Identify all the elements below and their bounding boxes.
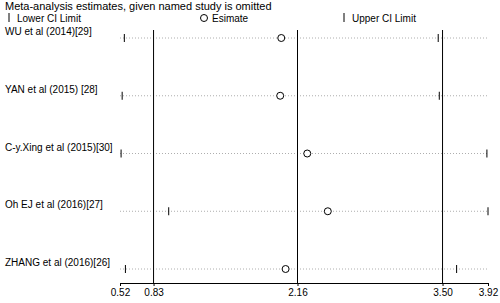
x-tick-label: 3.92 — [479, 287, 499, 298]
legend-item: Lower CI Limit — [9, 13, 81, 24]
ci-limit-marker — [488, 207, 489, 215]
series — [121, 34, 169, 273]
row-guide — [120, 211, 488, 212]
x-tick-mark — [443, 283, 444, 286]
category-label: ZHANG et al (2016)[26] — [5, 257, 110, 268]
x-tick: 0.52 — [111, 283, 131, 298]
x-tick-mark — [298, 283, 299, 286]
legend-item: Upper CI Limit — [344, 13, 416, 24]
ci-limit-marker — [456, 265, 457, 273]
legend-symbol — [201, 15, 208, 22]
x-tick-mark — [488, 283, 489, 286]
legend-label: Lower CI Limit — [17, 13, 81, 24]
x-tick: 2.16 — [288, 283, 308, 298]
reference-line — [442, 30, 443, 283]
reference-line — [297, 30, 298, 283]
ci-limit-marker — [168, 207, 169, 215]
x-axis: 0.52 0.83 2.16 3.50 3.92 — [111, 283, 499, 298]
x-tick: 0.83 — [144, 283, 164, 298]
plot-area: 0.52 0.83 2.16 3.50 3.92 — [111, 30, 499, 298]
reference-line — [153, 30, 154, 283]
chart: Meta-analysis estimates, given named stu… — [0, 0, 500, 303]
x-tick-label: 3.50 — [433, 287, 453, 298]
series — [438, 34, 488, 273]
x-tick: 3.50 — [433, 283, 453, 298]
category-label: C-y.Xing et al (2015)[30] — [5, 142, 113, 153]
x-tick-label: 2.16 — [288, 287, 308, 298]
legend-item: Esimate — [201, 13, 249, 24]
ci-limit-marker — [438, 34, 439, 42]
row-guide — [120, 269, 488, 270]
ci-limit-marker — [125, 265, 126, 273]
estimate-marker — [277, 92, 284, 99]
legend-symbol — [9, 13, 10, 22]
ci-limit-marker — [121, 150, 122, 158]
category-label: YAN et al (2015) [28] — [5, 84, 98, 95]
x-axis-line — [121, 284, 489, 287]
ci-limit-marker — [439, 92, 440, 100]
x-tick: 3.92 — [479, 283, 499, 298]
ci-limit-marker — [124, 34, 125, 42]
legend-label: Upper CI Limit — [352, 13, 416, 24]
legend-label: Esimate — [212, 13, 249, 24]
x-tick-label: 0.83 — [144, 287, 164, 298]
legend-symbol — [344, 13, 345, 22]
estimate-marker — [324, 208, 331, 215]
category-label: Oh EJ et al (2016)[27] — [5, 199, 103, 210]
marks — [121, 34, 488, 273]
x-tick-mark — [120, 283, 121, 286]
estimate-marker — [278, 35, 285, 42]
legend: Lower CI Limit Esimate Upper CI Limit — [9, 13, 416, 24]
row-guide — [120, 95, 488, 96]
estimate-marker — [282, 266, 289, 273]
row-guide — [120, 38, 488, 39]
ci-limit-marker — [122, 92, 123, 100]
x-tick-mark — [154, 283, 155, 286]
x-tick-label: 0.52 — [111, 287, 131, 298]
estimate-marker — [304, 150, 311, 157]
category-label: WU et al (2014)[29] — [5, 26, 92, 37]
title: Meta-analysis estimates, given named stu… — [5, 0, 272, 12]
ci-limit-marker — [486, 150, 487, 158]
series — [277, 35, 332, 273]
